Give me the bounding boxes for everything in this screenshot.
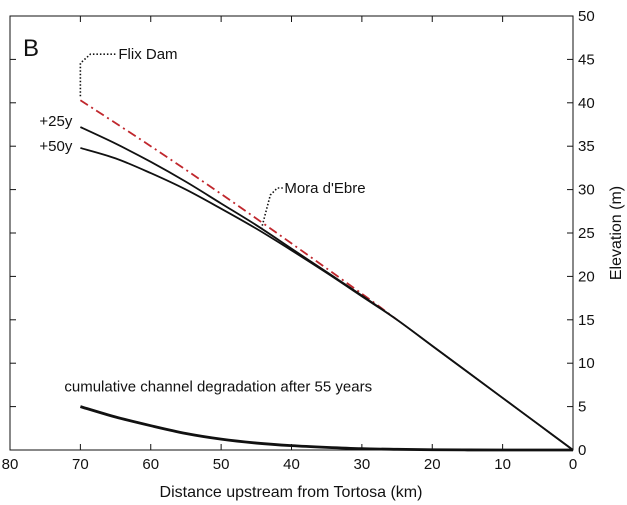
y-tick-label: 45	[578, 51, 595, 68]
series-group	[79, 99, 574, 452]
flix-dam-label: Flix Dam	[118, 46, 177, 63]
series-initial-profile	[79, 99, 398, 321]
series-label-plus-25y: +25y	[39, 113, 72, 130]
annotations: +25y +50y cumulative channel degradation a…	[39, 46, 372, 395]
y-tick-label: 50	[578, 8, 595, 25]
series-label-plus-50y: +50y	[39, 138, 72, 155]
panel-label: B	[23, 35, 39, 62]
mora-debre-label: Mora d'Ebre	[284, 180, 365, 197]
y-tick-label: 15	[578, 312, 595, 329]
x-tick-label: 70	[72, 456, 89, 473]
y-tick-label: 25	[578, 225, 595, 242]
mora-debre-leader	[260, 187, 284, 230]
series-label-cumulative-degradation: cumulative channel degradation after 55 …	[64, 379, 372, 396]
y-tick-label: 40	[578, 95, 595, 112]
series-plus-50y	[80, 147, 574, 451]
x-tick-label: 50	[213, 456, 230, 473]
ticks: 80 70 60 50 40 30 20 10 00 5 10 15 20 25 30 35 40 45 50	[2, 8, 595, 473]
y-tick-label: 5	[578, 399, 586, 416]
x-tick-label: 30	[354, 456, 371, 473]
y-tick-label: 0	[578, 442, 586, 459]
y-tick-label: 10	[578, 355, 595, 372]
x-tick-label: 0	[569, 456, 577, 473]
x-tick-label: 20	[424, 456, 441, 473]
x-tick-label: 40	[283, 456, 300, 473]
y-tick-label: 30	[578, 182, 595, 199]
x-tick-label: 80	[2, 456, 19, 473]
y-tick-label: 35	[578, 138, 595, 155]
x-axis-label: Distance upstream from Tortosa (km)	[160, 484, 423, 501]
y-axis-label: Elevation (m)	[608, 186, 625, 280]
y-tick-label: 20	[578, 268, 595, 285]
series-cumulative-degradation	[79, 405, 573, 452]
x-tick-label: 60	[142, 456, 159, 473]
x-tick-label: 10	[494, 456, 511, 473]
flix-dam-leader	[79, 53, 116, 97]
